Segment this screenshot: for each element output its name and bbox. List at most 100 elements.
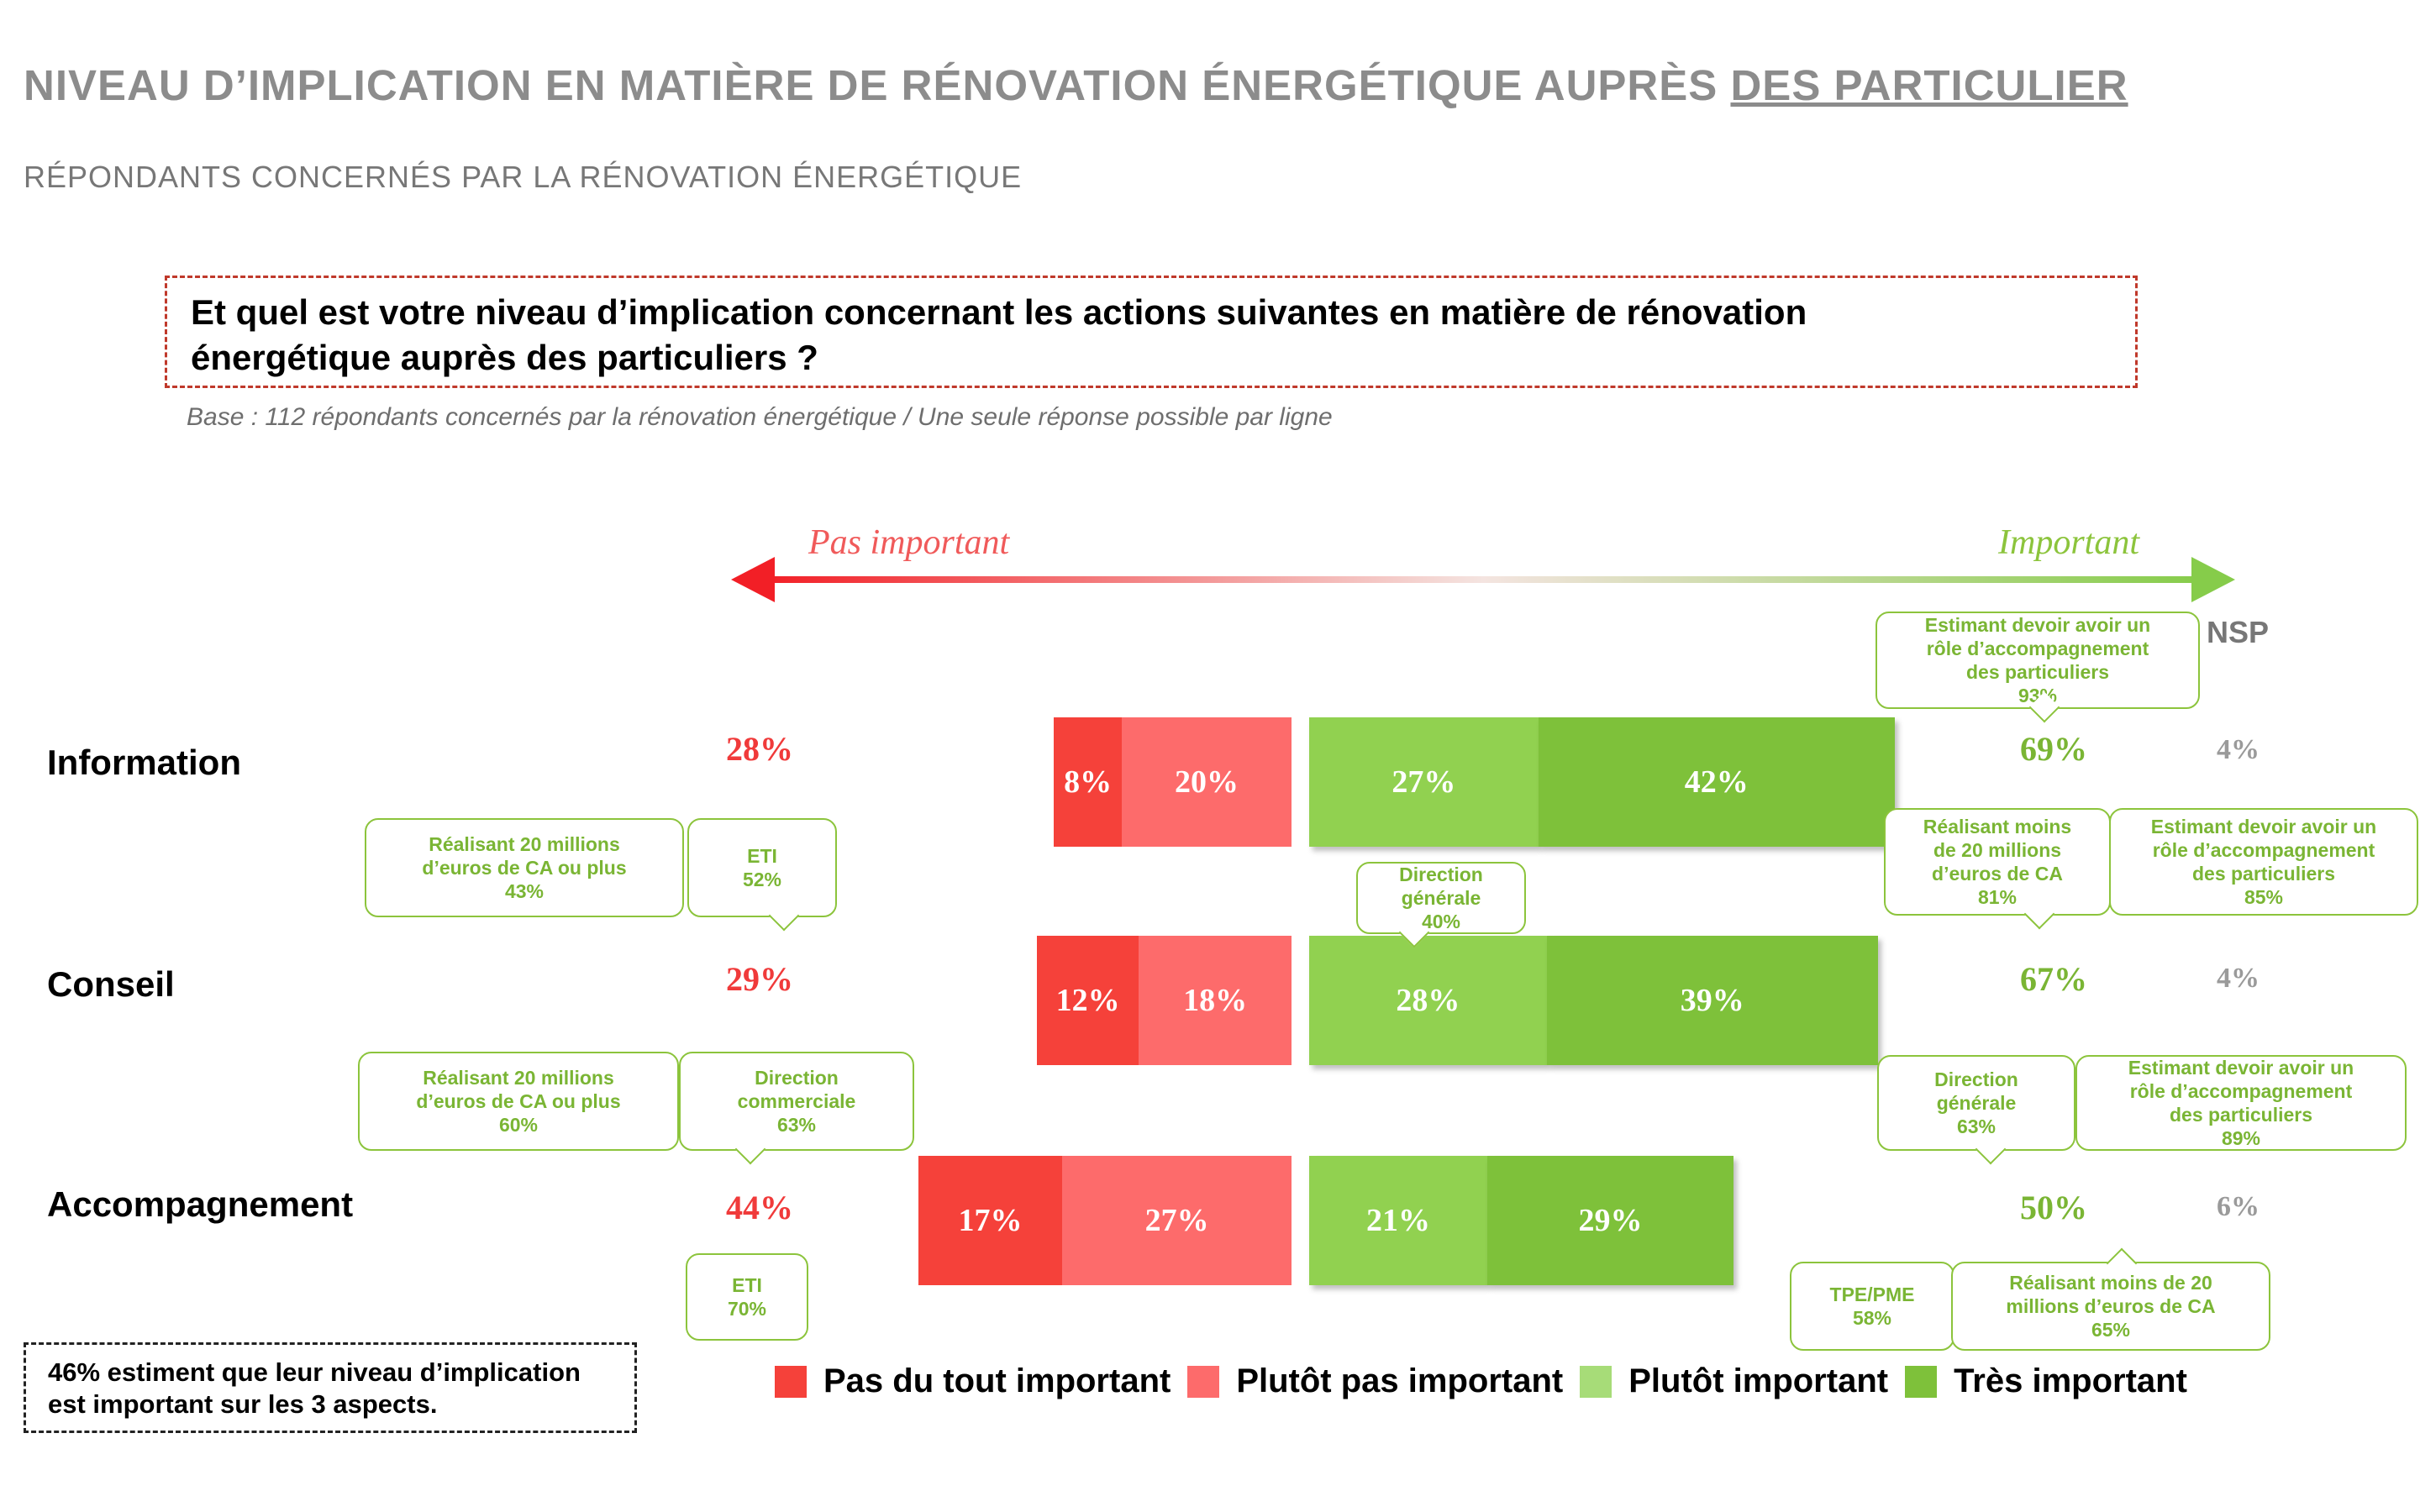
nsp-information: 4% — [2217, 734, 2260, 765]
callout-text: générale — [1401, 887, 1481, 909]
callout-tail — [768, 900, 800, 932]
scale-right-label: Important — [1998, 523, 2139, 562]
callout-tail — [1975, 1133, 2007, 1165]
callout-value: 63% — [776, 1114, 817, 1136]
bar-accompagnement-pas-du-tout: 17% — [918, 1156, 1063, 1285]
callout-text: ETI — [747, 845, 777, 867]
bar-information-plutot-pas: 20% — [1122, 717, 1292, 847]
callout-accomp-direction-commerciale: Direction commerciale 63% — [679, 1052, 914, 1165]
nsp-conseil: 4% — [2217, 963, 2260, 994]
callout-text: d’euros de CA — [1932, 863, 2063, 885]
scale-left-label: Pas important — [808, 523, 1010, 562]
summary-note-line-2: est important sur les 3 aspects. — [48, 1389, 438, 1419]
legend-swatch — [775, 1365, 807, 1398]
callout-text: Direction — [1399, 864, 1483, 885]
summary-note: 46% estiment que leur niveau d’implicati… — [24, 1342, 637, 1433]
legend-item-plutot: Plutôt important — [1580, 1362, 1888, 1400]
total-not-important-information: 28% — [726, 730, 793, 768]
bar-information-tres: 42% — [1538, 717, 1895, 847]
callout-value: 43% — [504, 880, 544, 902]
legend-label: Pas du tout important — [823, 1362, 1171, 1399]
summary-note-line-1: 46% estiment que leur niveau d’implicati… — [48, 1357, 581, 1387]
callout-text: Réalisant 20 millions — [429, 833, 620, 855]
callout-accomp-20m-plus: Réalisant 20 millions d’euros de CA ou p… — [358, 1052, 679, 1151]
callout-text: millions d’euros de CA — [2006, 1295, 2216, 1317]
row-label-information: Information — [47, 743, 241, 782]
callout-tail — [2023, 898, 2055, 930]
legend-label: Très important — [1954, 1362, 2187, 1399]
arrow-left-icon — [731, 557, 775, 602]
callout-accomp-accompagnement: Estimant devoir avoir un rôle d’accompag… — [2075, 1055, 2407, 1151]
callout-information-accompagnement: Estimant devoir avoir un rôle d’accompag… — [1876, 612, 2200, 723]
question-line-2: énergétique auprès des particuliers ? — [191, 338, 818, 377]
legend-swatch — [1905, 1365, 1938, 1398]
callout-conseil-direction-generale: Direction générale 40% — [1356, 862, 1526, 948]
callout-value: 85% — [2244, 886, 2284, 908]
callout-text: d’euros de CA ou plus — [422, 857, 627, 879]
page-title: NIVEAU D’IMPLICATION EN MATIÈRE DE RÉNOV… — [24, 60, 2128, 110]
question-box: Et quel est votre niveau d’implication c… — [165, 276, 2138, 388]
callout-text: rôle d’accompagnement — [2152, 839, 2375, 861]
callout-text: Estimant devoir avoir un — [2150, 816, 2377, 837]
total-not-important-accompagnement: 44% — [726, 1189, 793, 1226]
row-label-conseil: Conseil — [47, 964, 175, 1004]
callout-conseil-moins-20m: Réalisant moins de 20 millions d’euros d… — [1884, 808, 2111, 930]
bar-information-plutot: 27% — [1309, 717, 1539, 847]
legend-item-tres: Très important — [1905, 1362, 2187, 1400]
base-note: Base : 112 répondants concernés par la r… — [187, 403, 1333, 431]
callout-value: 60% — [498, 1114, 539, 1136]
callout-tail — [734, 1133, 766, 1165]
page-subtitle: RÉPONDANTS CONCERNÉS PAR LA RÉNOVATION É… — [24, 160, 1023, 194]
bar-accompagnement-tres: 29% — [1487, 1156, 1733, 1285]
callout-text: Estimant devoir avoir un — [2128, 1057, 2354, 1079]
callout-text: TPE/PME — [1829, 1284, 1915, 1305]
callout-text: rôle d’accompagnement — [1926, 638, 2149, 659]
bar-conseil-tres: 39% — [1546, 936, 1878, 1065]
legend-label: Plutôt important — [1628, 1362, 1889, 1399]
callout-text: d’euros de CA ou plus — [416, 1090, 621, 1112]
callout-text: Direction — [1934, 1068, 2018, 1090]
legend-item-pas-du-tout: Pas du tout important — [775, 1362, 1171, 1400]
callout-text: des particuliers — [1965, 661, 2110, 683]
bar-accompagnement-plutot: 21% — [1309, 1156, 1488, 1285]
callout-value: 70% — [727, 1298, 767, 1320]
callout-accomp-direction-generale: Direction générale 63% — [1877, 1055, 2075, 1165]
callout-text: Direction — [755, 1067, 839, 1089]
callout-text: ETI — [732, 1274, 762, 1296]
legend: Pas du tout important Plutôt pas importa… — [775, 1362, 2187, 1400]
callout-conseil-20m-plus: Réalisant 20 millions d’euros de CA ou p… — [365, 818, 684, 917]
total-important-conseil: 67% — [2020, 960, 2087, 998]
question-line-1: Et quel est votre niveau d’implication c… — [191, 292, 1807, 332]
callout-text: Réalisant moins — [1923, 816, 2072, 837]
callout-text: des particuliers — [2169, 1104, 2313, 1126]
callout-text: Estimant devoir avoir un — [1924, 614, 2151, 636]
callout-value: 58% — [1852, 1307, 1892, 1329]
callout-value: 65% — [2091, 1319, 2131, 1341]
bar-accompagnement-plutot-pas: 27% — [1062, 1156, 1292, 1285]
arrow-right-icon — [2191, 557, 2235, 602]
nsp-header: NSP — [2207, 615, 2270, 649]
total-important-information: 69% — [2020, 730, 2087, 768]
callout-text: générale — [1936, 1092, 2017, 1114]
legend-swatch — [1187, 1365, 1220, 1398]
callout-conseil-eti: ETI 52% — [687, 818, 837, 932]
callout-text: Réalisant moins de 20 — [2009, 1272, 2212, 1294]
callout-value: 40% — [1421, 911, 1461, 932]
bar-information-pas-du-tout: 8% — [1054, 717, 1122, 847]
callout-value: 52% — [742, 869, 782, 890]
callout-value: 81% — [1977, 886, 2018, 908]
legend-swatch — [1580, 1365, 1612, 1398]
scale-arrow — [731, 557, 2235, 602]
title-underlined: DES PARTICULIER — [1730, 61, 2128, 109]
nsp-accompagnement: 6% — [2217, 1191, 2260, 1222]
bar-conseil-plutot: 28% — [1309, 936, 1547, 1065]
total-not-important-conseil: 29% — [726, 960, 793, 998]
bar-conseil-pas-du-tout: 12% — [1037, 936, 1139, 1065]
callout-text: commerciale — [737, 1090, 856, 1112]
title-main: NIVEAU D’IMPLICATION EN MATIÈRE DE RÉNOV… — [24, 61, 1731, 109]
legend-label: Plutôt pas important — [1236, 1362, 1564, 1399]
row-label-accompagnement: Accompagnement — [47, 1184, 354, 1224]
callout-conseil-accompagnement: Estimant devoir avoir un rôle d’accompag… — [2109, 808, 2418, 916]
bar-conseil-plutot-pas: 18% — [1139, 936, 1292, 1065]
total-important-accompagnement: 50% — [2020, 1189, 2087, 1226]
